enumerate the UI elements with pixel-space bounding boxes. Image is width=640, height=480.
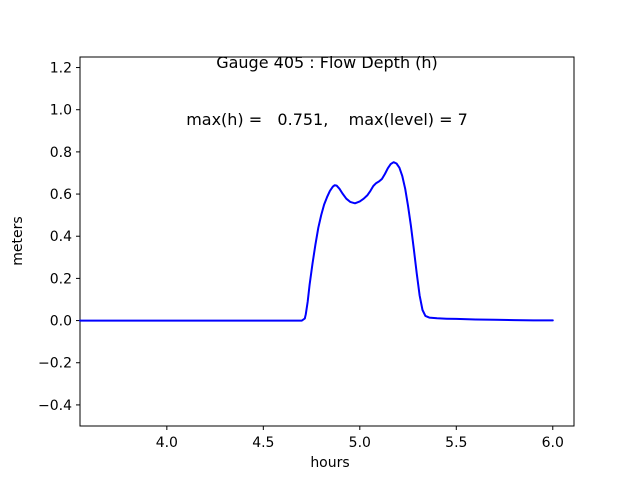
x-tick-label: 4.0	[156, 435, 178, 451]
y-tick-label: 0.6	[50, 187, 72, 203]
axes-frame	[79, 56, 575, 427]
x-tick-label: 4.5	[252, 435, 274, 451]
y-axis-ticks: −0.4 −0.2 0.0 0.2 0.4 0.6 0.8 1.0 1.2	[38, 61, 80, 414]
x-axis-label: hours	[310, 455, 349, 471]
chart-title-line2: max(h) = 0.751, max(level) = 7	[186, 110, 468, 129]
y-tick-label: −0.4	[38, 398, 72, 414]
x-tick-label: 5.5	[445, 435, 467, 451]
flow-depth-line	[79, 161, 554, 322]
chart-title: Gauge 405 : Flow Depth (h) max(h) = 0.75…	[80, 15, 574, 167]
y-tick-label: 1.0	[50, 103, 72, 119]
y-tick-label: −0.2	[38, 356, 72, 372]
y-tick-label: 0.4	[50, 229, 72, 245]
y-axis-label: meters	[10, 216, 26, 265]
y-tick-label: 1.2	[50, 61, 72, 77]
x-tick-label: 5.0	[349, 435, 371, 451]
y-tick-label: 0.2	[50, 271, 72, 287]
x-axis-ticks: 4.0 4.5 5.0 5.5 6.0	[156, 426, 564, 451]
y-tick-label: 0.0	[50, 314, 72, 330]
chart-title-line1: Gauge 405 : Flow Depth (h)	[216, 53, 438, 72]
y-tick-label: 0.8	[50, 145, 72, 161]
x-tick-label: 6.0	[542, 435, 564, 451]
